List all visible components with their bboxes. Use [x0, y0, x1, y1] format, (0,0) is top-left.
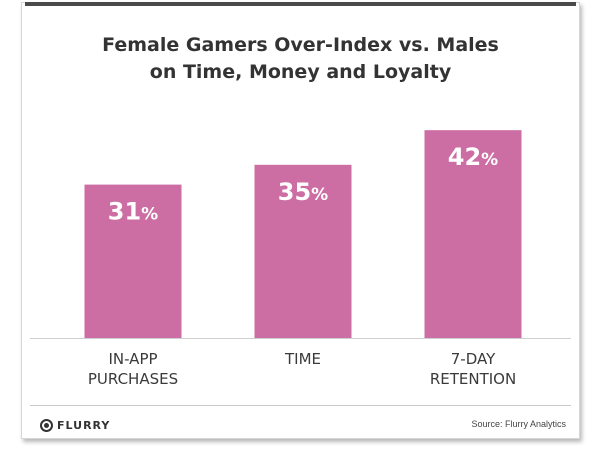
flurry-logo-icon: [40, 418, 53, 432]
bar-value-label-3: 42%: [448, 143, 498, 171]
bar-1: [84, 184, 182, 338]
category-label-2: TIME: [284, 350, 321, 368]
category-label-1: IN-APP PURCHASES: [88, 350, 178, 388]
bar-value-label-2: 35%: [278, 178, 328, 206]
top-rule: [25, 2, 576, 6]
source-note: Source: Flurry Analytics: [471, 419, 566, 429]
bar-3: [424, 130, 522, 338]
bar-value-label-1: 31%: [108, 198, 158, 226]
logo-text: FLURRY: [57, 418, 111, 432]
flurry-logo: FLURRY: [40, 415, 110, 435]
bar-2: [254, 164, 352, 338]
category-label-3: 7-DAY RETENTION: [430, 350, 516, 388]
chart-title: Female Gamers Over-Index vs. Males on Ti…: [102, 34, 499, 83]
footer-divider: [30, 405, 571, 406]
